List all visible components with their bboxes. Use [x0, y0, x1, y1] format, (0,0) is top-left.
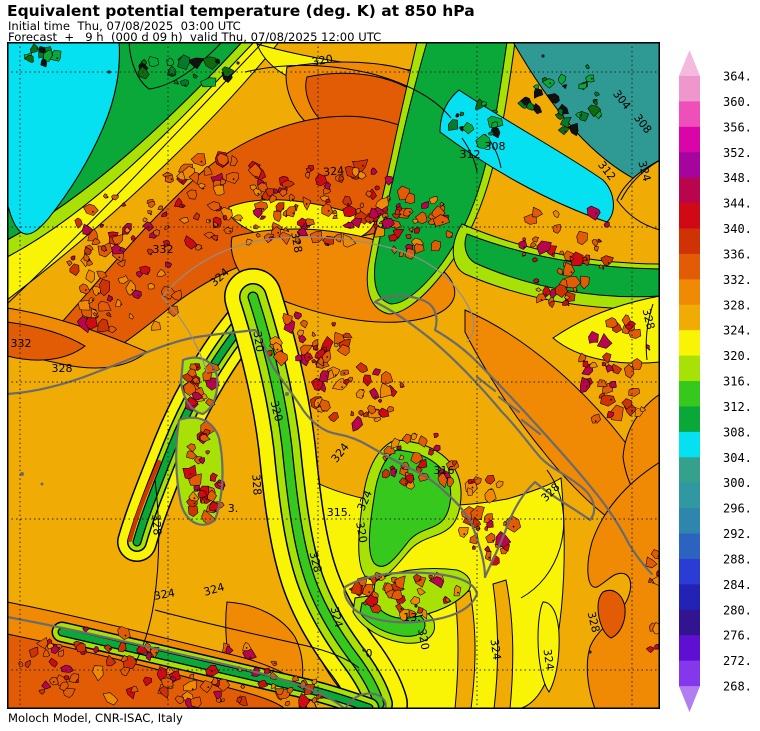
- colorbar-cell: [679, 101, 700, 127]
- colorbar-tick-label: 336.: [723, 247, 752, 261]
- contour-label: 332: [11, 337, 32, 350]
- colorbar-cell: [679, 305, 700, 331]
- colorbar-tick-label: 284.: [723, 578, 752, 592]
- colorbar-cell: [679, 610, 700, 636]
- contour-label: 312: [460, 148, 481, 161]
- colorbar-cell: [679, 178, 700, 204]
- chart-title: Equivalent potential temperature (deg. K…: [7, 2, 475, 20]
- colorbar-cell: [679, 152, 700, 178]
- contour-label: 328: [52, 362, 73, 375]
- contour-label: 316: [434, 464, 455, 477]
- contour-label: 328: [249, 474, 263, 496]
- colorbar-cell: [679, 229, 700, 255]
- colorbar-tick-label: 332.: [723, 273, 752, 287]
- theta-e-map: 3203243123083043083123243323283243203323…: [7, 42, 660, 709]
- contour-label: 324: [323, 164, 345, 179]
- colorbar-cell: [679, 534, 700, 560]
- colorbar-cell: [679, 127, 700, 153]
- colorbar-tick-label: 308.: [723, 425, 752, 439]
- colorbar-cell: [679, 254, 700, 280]
- contour-label: 315.: [327, 506, 352, 519]
- colorbar-cell: [679, 76, 700, 102]
- colorbar-arrow-top: [679, 50, 700, 76]
- colorbar-tick-label: 316.: [723, 375, 752, 389]
- colorbar-tick-label: 276.: [723, 629, 752, 643]
- colorbar-tick-label: 280.: [723, 603, 752, 617]
- colorbar-tick-label: 340.: [723, 222, 752, 236]
- colorbar-cell: [679, 559, 700, 585]
- colorbar-tick-label: 312.: [723, 400, 752, 414]
- colorbar-tick-label: 296.: [723, 502, 752, 516]
- colorbar-cell: [679, 661, 700, 687]
- colorbar-cell: [679, 635, 700, 661]
- contour-label: 3.: [228, 502, 239, 515]
- colorbar-cell: [679, 483, 700, 509]
- colorbar-arrow-bottom: [679, 686, 700, 712]
- colorbar-tick-label: 288.: [723, 553, 752, 567]
- colorbar-tick-label: 360.: [723, 95, 752, 109]
- colorbar-tick-label: 272.: [723, 654, 752, 668]
- contour-label: 13.: [403, 611, 421, 624]
- colorbar-tick-label: 320.: [723, 349, 752, 363]
- model-credit: Moloch Model, CNR-ISAC, Italy: [8, 711, 183, 725]
- colorbar-cell: [679, 279, 700, 305]
- contour-label: 308: [485, 140, 506, 153]
- colorbar-tick-label: 304.: [723, 451, 752, 465]
- colorbar-cell: [679, 584, 700, 610]
- colorbar-tick-label: 324.: [723, 324, 752, 338]
- colorbar-cell: [679, 381, 700, 407]
- colorbar-tick-label: 328.: [723, 298, 752, 312]
- colorbar-cell: [679, 203, 700, 229]
- colorbar-cell: [679, 330, 700, 356]
- contour-label: 0: [366, 647, 373, 660]
- colorbar-tick-label: 348.: [723, 171, 752, 185]
- colorbar: 364. 360. 356. 352. 348. 344. 340. 336. 332. 328.…: [676, 46, 760, 726]
- colorbar-tick-label: 300.: [723, 476, 752, 490]
- weather-chart: Equivalent potential temperature (deg. K…: [0, 0, 760, 731]
- colorbar-cell: [679, 406, 700, 432]
- colorbar-tick-label: 364.: [723, 70, 752, 84]
- colorbar-tick-label: 352.: [723, 146, 752, 160]
- contour-label: 328: [149, 514, 163, 536]
- colorbar-tick-label: 356.: [723, 120, 752, 134]
- colorbar-cell: [679, 356, 700, 382]
- colorbar-tick-label: 344.: [723, 197, 752, 211]
- colorbar-tick-label: 292.: [723, 527, 752, 541]
- colorbar-cell: [679, 457, 700, 483]
- colorbar-cell: [679, 508, 700, 534]
- colorbar-cell: [679, 432, 700, 458]
- contour-label: 332: [153, 243, 174, 256]
- colorbar-tick-label: 268.: [723, 680, 752, 694]
